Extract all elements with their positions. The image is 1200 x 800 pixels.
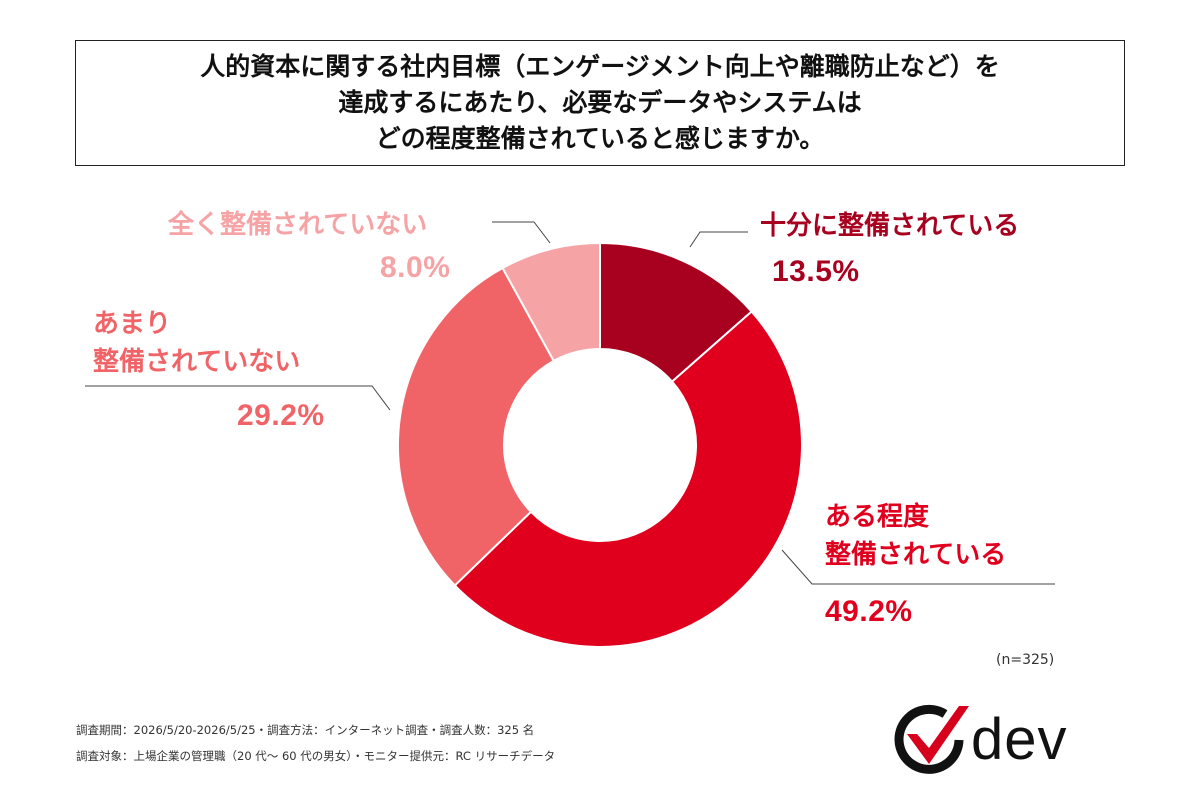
leader-line-not-at-all bbox=[492, 221, 551, 244]
footer-survey-info: 調査期間：2026/5/20-2026/5/25・調査方法：インターネット調査・… bbox=[76, 723, 535, 737]
slice-not-much bbox=[397, 266, 556, 587]
leader-line-somewhat bbox=[781, 549, 1055, 585]
slice-label-not-at-all: 全く整備されていない bbox=[168, 210, 428, 240]
slice-value-somewhat: 49.2% bbox=[825, 595, 913, 628]
slice-value-sufficient: 13.5% bbox=[772, 255, 860, 288]
dev-logo-mark-icon bbox=[894, 704, 969, 774]
slice-label-somewhat: ある程度 整備されている bbox=[825, 502, 1007, 570]
slice-not-at-all bbox=[501, 241, 601, 363]
slice-value-not-much: 29.2% bbox=[237, 399, 325, 432]
slice-label-not-much: あまり 整備されていない bbox=[93, 309, 301, 377]
title-line-3: どの程度整備されていると感じますか。 bbox=[375, 124, 825, 153]
leader-line-sufficient bbox=[689, 231, 748, 248]
logo-text: dev bbox=[971, 707, 1068, 772]
slice-sufficient bbox=[599, 241, 754, 383]
slice-somewhat bbox=[453, 310, 803, 648]
sample-size-label: (n=325) bbox=[996, 652, 1055, 668]
title-box: 人的資本に関する社内目標（エンゲージメント向上や離職防止など）を 達成するにあた… bbox=[75, 40, 1125, 166]
leader-line-not-much bbox=[85, 385, 391, 411]
footer-survey-target: 調査対象：上場企業の管理職（20 代〜 60 代の男女）・モニター提供元：RC … bbox=[76, 749, 556, 763]
title-line-1: 人的資本に関する社内目標（エンゲージメント向上や離職防止など）を bbox=[200, 52, 1000, 81]
dev-logo: dev bbox=[893, 700, 1133, 780]
slice-value-not-at-all: 8.0% bbox=[380, 251, 451, 284]
title-line-2: 達成するにあたり、必要なデータやシステムは bbox=[338, 88, 862, 117]
slice-label-sufficient: 十分に整備されている bbox=[760, 211, 1020, 241]
